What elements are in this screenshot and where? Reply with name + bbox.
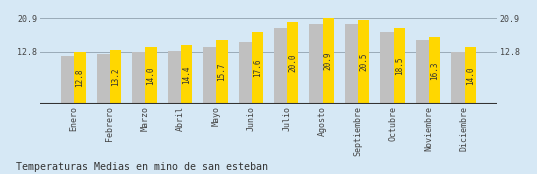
Text: 16.3: 16.3	[430, 61, 439, 80]
Text: 14.4: 14.4	[182, 65, 191, 84]
Bar	[345, 24, 359, 104]
Bar	[61, 56, 75, 104]
Text: 20.9: 20.9	[324, 52, 333, 70]
Bar	[274, 28, 287, 104]
Text: Temperaturas Medias en mino de san esteban: Temperaturas Medias en mino de san esteb…	[16, 162, 268, 172]
Text: 15.7: 15.7	[217, 63, 226, 81]
Text: 20.5: 20.5	[359, 53, 368, 71]
Bar	[452, 52, 465, 104]
Text: 18.5: 18.5	[395, 57, 404, 75]
Bar	[180, 45, 192, 104]
Bar	[203, 47, 216, 104]
Bar	[74, 52, 85, 104]
Bar	[323, 18, 334, 104]
Bar	[287, 22, 299, 104]
Bar	[465, 47, 476, 104]
Bar	[429, 37, 440, 104]
Bar	[309, 24, 323, 104]
Bar	[381, 32, 394, 104]
Bar	[132, 52, 146, 104]
Bar	[394, 28, 405, 104]
Text: 12.8: 12.8	[75, 69, 84, 87]
Bar	[145, 47, 156, 104]
Bar	[238, 42, 252, 104]
Bar	[97, 54, 110, 104]
Bar	[216, 39, 228, 104]
Bar	[168, 51, 181, 104]
Text: 13.2: 13.2	[111, 68, 120, 86]
Bar	[252, 32, 263, 104]
Bar	[110, 50, 121, 104]
Bar	[358, 20, 369, 104]
Text: 14.0: 14.0	[466, 66, 475, 85]
Bar	[416, 40, 430, 104]
Text: 14.0: 14.0	[146, 66, 155, 85]
Text: 17.6: 17.6	[253, 59, 262, 77]
Text: 20.0: 20.0	[288, 54, 297, 72]
